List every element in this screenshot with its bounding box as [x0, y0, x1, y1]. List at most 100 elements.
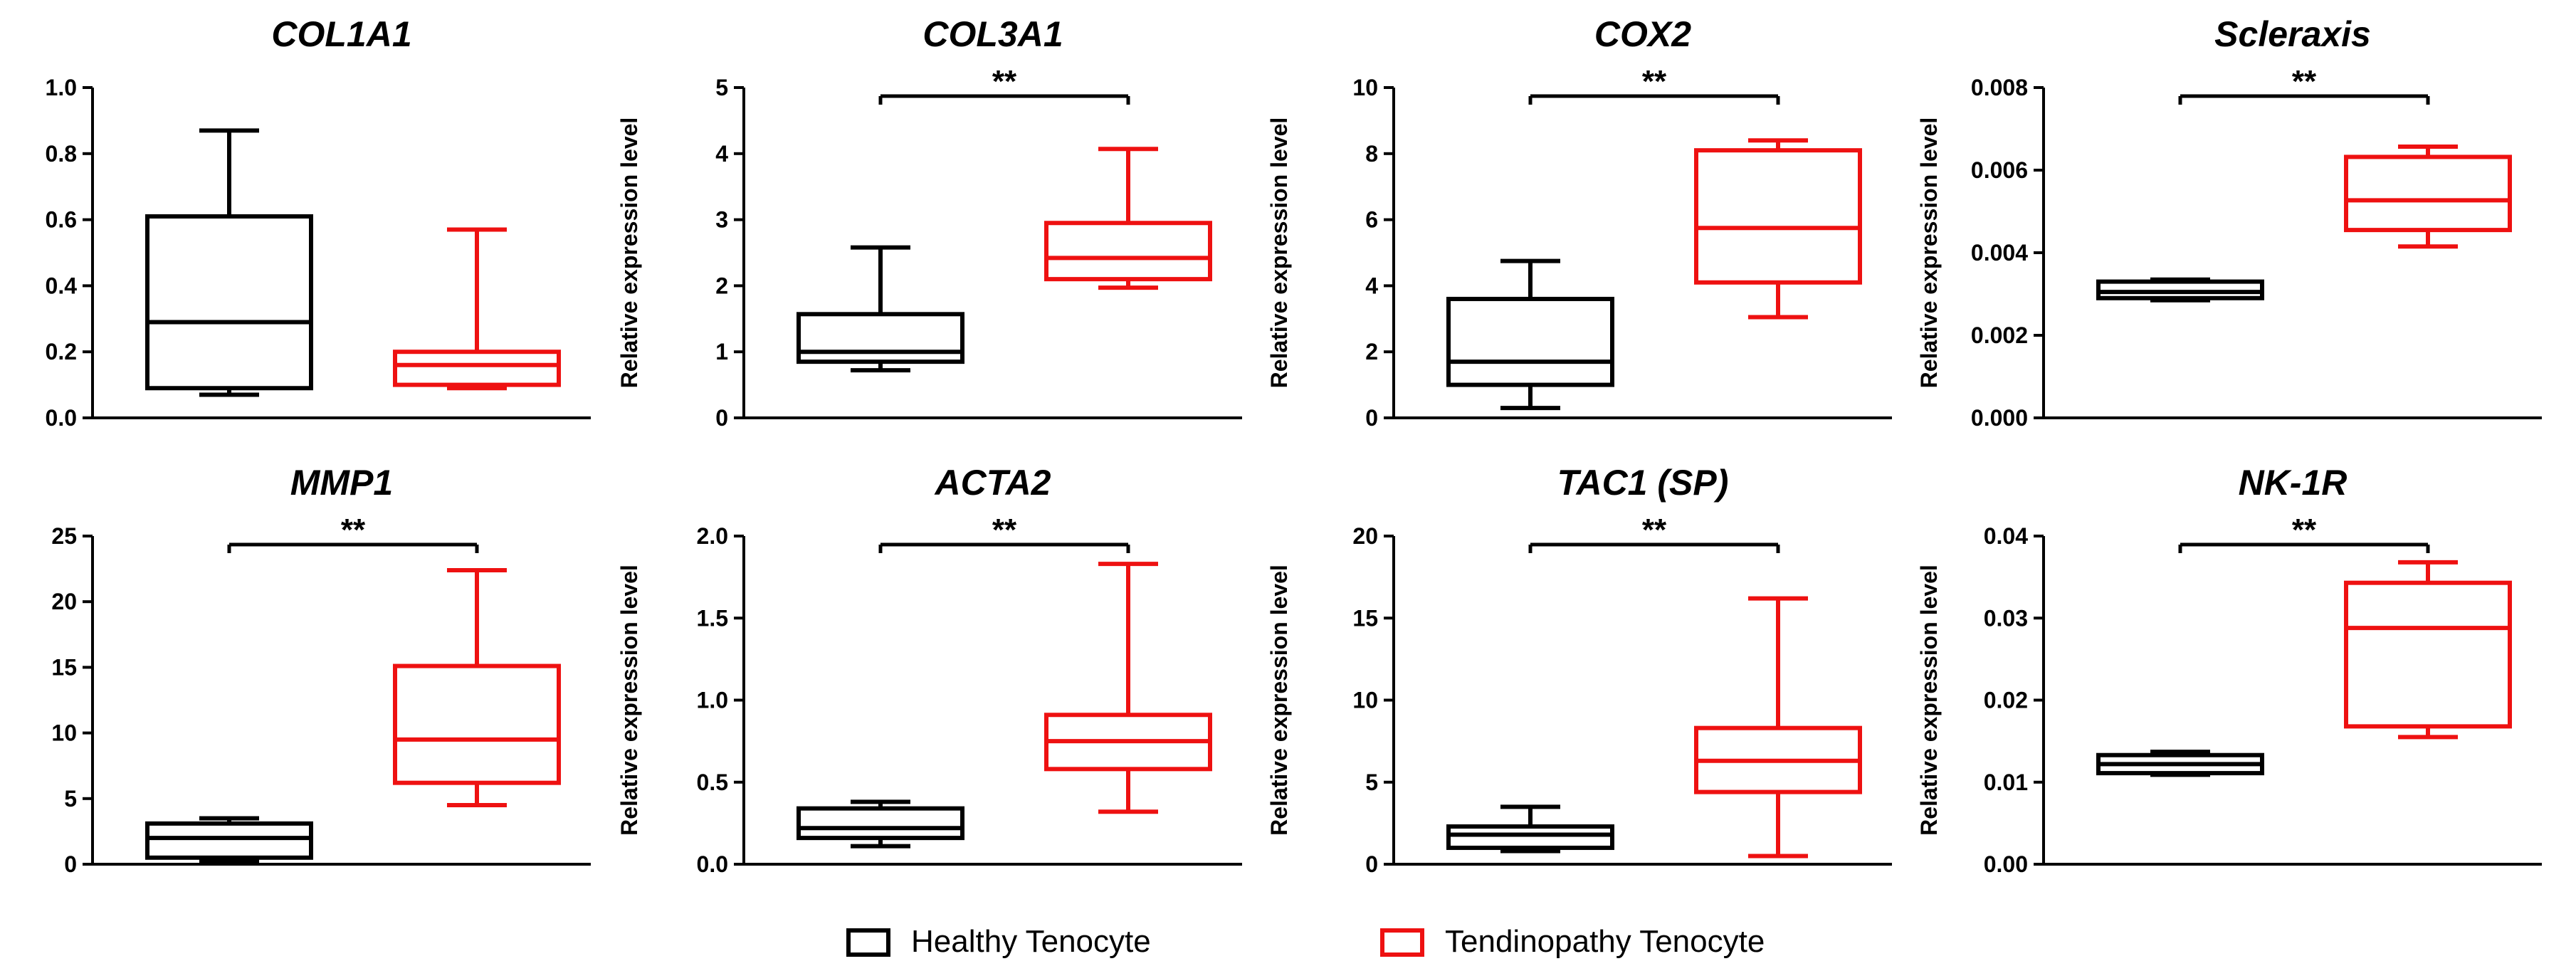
y-tick-label: 25: [51, 523, 77, 549]
y-axis-label: Relative expression level: [616, 117, 642, 389]
y-axis-label: Relative expression level: [616, 565, 642, 836]
significance-label: **: [2292, 513, 2317, 547]
y-tick-label: 0.0: [697, 851, 728, 877]
y-tick-label: 10: [51, 720, 77, 746]
y-tick-label: 1: [715, 339, 728, 364]
y-tick-label: 0.002: [1971, 322, 2028, 348]
significance-bracket: [2178, 542, 2430, 553]
box-body: [1446, 296, 1614, 387]
box-healthy: [797, 799, 964, 849]
y-tick-label: 4: [1365, 273, 1378, 298]
y-tick-label: 0: [715, 405, 728, 431]
box-body: [1694, 148, 1862, 285]
y-tick-label: 15: [1352, 605, 1378, 631]
y-tick-label: 2: [1365, 339, 1378, 364]
y-tick-label: 0.2: [46, 339, 77, 364]
box-healthy: [145, 128, 313, 397]
legend-swatch-tendinopathy: [1380, 928, 1424, 957]
significance-bracket: [1528, 542, 1780, 553]
significance-label: **: [992, 64, 1017, 99]
significance-bracket: [227, 542, 479, 553]
y-tick-label: 0.6: [46, 207, 77, 233]
y-tick-label: 0.03: [1984, 605, 2028, 631]
significance-bracket: [878, 542, 1130, 553]
panel-tac1-sp: TAC1 (SP) Relative expression level 0 5 10 15…: [1266, 463, 1892, 877]
panel-title: TAC1 (SP): [1557, 463, 1729, 503]
y-tick-label: 1.0: [46, 75, 77, 100]
y-tick-label: 8: [1365, 141, 1378, 167]
box-body: [2344, 154, 2512, 233]
y-tick-label: 0.008: [1971, 75, 2028, 100]
y-tick-label: 0.02: [1984, 688, 2028, 713]
panel-nk-1r: NK-1R Relative expression level 0.00 0.01 0.…: [1916, 463, 2542, 877]
panels: COL1A1 Relative expression level 0.0 0.2 0.4…: [46, 14, 2542, 877]
panel-acta2: ACTA2 Relative expression level 0.0 0.5 1.0 1…: [616, 463, 1242, 877]
legend: Healthy Tenocyte Tendinopathy Tenocyte: [846, 924, 1765, 959]
y-tick-label: 20: [51, 589, 77, 614]
significance-label: **: [2292, 64, 2317, 99]
panel-title: ACTA2: [934, 463, 1051, 503]
y-axis-label: Relative expression level: [1266, 565, 1292, 836]
legend-swatch-healthy: [846, 928, 890, 957]
y-tick-label: 0.00: [1984, 851, 2028, 877]
y-tick-label: 0.01: [1984, 770, 2028, 795]
y-tick-label: 5: [1365, 770, 1378, 795]
y-tick-label: 0.0: [46, 405, 77, 431]
y-tick-label: 0.004: [1971, 240, 2028, 266]
y-tick-label: 0.5: [697, 770, 728, 795]
significance-label: **: [1642, 513, 1667, 547]
y-tick-label: 3: [715, 207, 728, 233]
significance-label: **: [1642, 64, 1667, 99]
panel-mmp1: MMP1Relative expression level0510152025*…: [51, 463, 591, 877]
box-healthy: [2096, 750, 2264, 777]
y-tick-label: 10: [1352, 688, 1378, 713]
y-tick-label: 0: [1365, 851, 1378, 877]
panel-scleraxis: Scleraxis Relative expression level 0.000 0…: [1916, 14, 2542, 431]
y-tick-label: 5: [64, 786, 77, 812]
box-body: [1044, 221, 1212, 282]
box-tendinopathy: [393, 567, 561, 808]
y-tick-label: 0.000: [1971, 405, 2028, 431]
y-axis-label: Relative expression level: [1916, 565, 1942, 836]
box-tendinopathy: [1044, 147, 1212, 290]
panel-title: MMP1: [290, 463, 393, 503]
panel-title: COL1A1: [271, 14, 411, 54]
y-tick-label: 1.5: [697, 605, 728, 631]
y-tick-label: 2.0: [697, 523, 728, 549]
y-tick-label: 20: [1352, 523, 1378, 549]
y-tick-label: 0: [64, 851, 77, 877]
y-tick-label: 1.0: [697, 688, 728, 713]
panel-title: NK-1R: [2239, 463, 2348, 503]
y-tick-label: 2: [715, 273, 728, 298]
box-body: [145, 821, 313, 860]
box-tendinopathy: [393, 227, 561, 391]
box-tendinopathy: [1694, 138, 1862, 320]
box-body: [393, 663, 561, 785]
box-tendinopathy: [2344, 144, 2512, 249]
box-body: [145, 214, 313, 391]
y-tick-label: 10: [1352, 75, 1378, 100]
box-body: [797, 312, 964, 364]
y-tick-label: 6: [1365, 207, 1378, 233]
box-healthy: [145, 816, 313, 864]
y-tick-label: 0.8: [46, 141, 77, 167]
significance-bracket: [878, 94, 1130, 105]
y-axis-label: Relative expression level: [1916, 117, 1942, 389]
y-tick-label: 15: [51, 654, 77, 680]
panel-title: Scleraxis: [2214, 14, 2371, 54]
significance-bracket: [2178, 94, 2430, 105]
box-body: [797, 806, 964, 841]
y-tick-label: 5: [715, 75, 728, 100]
box-tendinopathy: [2344, 560, 2512, 740]
box-healthy: [2096, 277, 2264, 303]
box-healthy: [797, 245, 964, 373]
panel-col1a1: COL1A1Relative expression level0.00.20.4…: [46, 14, 591, 431]
y-axis-label: Relative expression level: [1266, 117, 1292, 389]
y-tick-label: 0.04: [1984, 523, 2028, 549]
box-healthy: [1446, 258, 1614, 411]
panel-cox2: COX2 Relative expression level 0 2 4 6 8 10 **: [1266, 14, 1892, 431]
box-tendinopathy: [1044, 562, 1212, 814]
legend-label-tendinopathy: Tendinopathy Tenocyte: [1445, 924, 1765, 959]
box-tendinopathy: [1694, 596, 1862, 859]
